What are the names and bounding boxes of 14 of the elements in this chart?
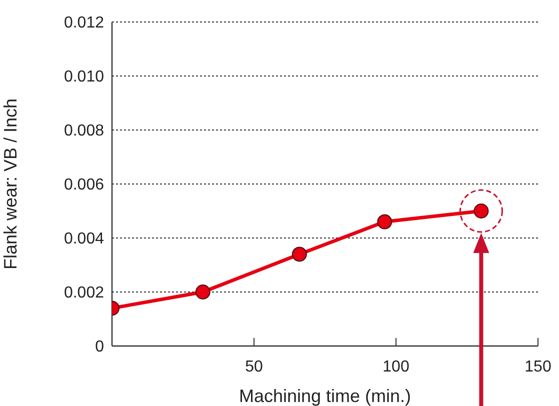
- x-tick-label: 150: [524, 358, 552, 376]
- y-tick-label: 0.002: [64, 284, 104, 302]
- point: [292, 246, 307, 262]
- y-axis-title: Flank wear: VB / Inch: [0, 98, 20, 270]
- y-tick-label: 0: [95, 338, 104, 356]
- x-tick-label: 100: [382, 358, 410, 376]
- y-tick-label: 0.012: [64, 14, 104, 32]
- y-tick-label: 0.010: [64, 68, 104, 86]
- point: [377, 214, 392, 230]
- x-axis-title: Machining time (min.): [238, 386, 412, 406]
- y-tick-label: 0.004: [64, 230, 104, 248]
- y-tick-label: 0.006: [64, 176, 104, 194]
- x-tick-label: 50: [245, 358, 263, 376]
- y-tick-label: 0.008: [64, 122, 104, 140]
